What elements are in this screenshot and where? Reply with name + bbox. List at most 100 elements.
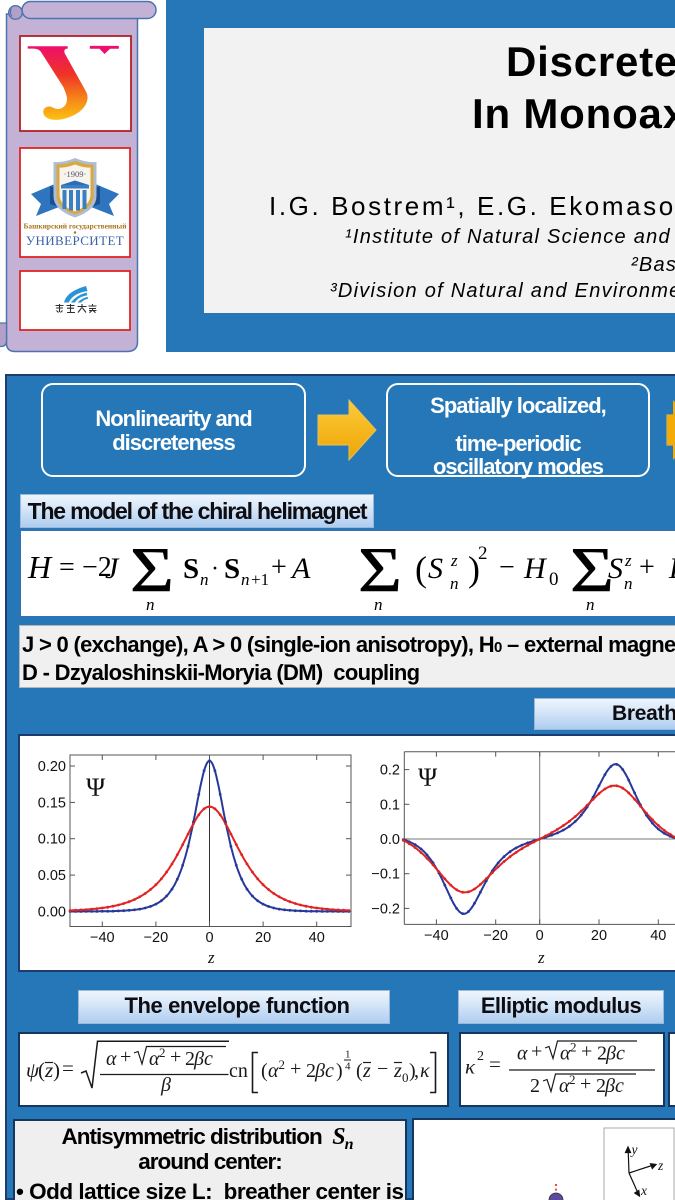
svg-text:(: ( [415, 549, 427, 589]
svg-text:−: − [377, 1058, 388, 1080]
svg-text:−20: −20 [144, 930, 169, 946]
svg-text:α: α [560, 1043, 571, 1065]
svg-text:Ψ: Ψ [418, 763, 438, 792]
svg-text:α: α [517, 1043, 528, 1065]
svg-text:−2: −2 [82, 552, 112, 583]
svg-text:20: 20 [255, 930, 271, 946]
svg-text:УНИВЕРСИТЕТ: УНИВЕРСИТЕТ [26, 233, 124, 248]
svg-text:n: n [374, 595, 383, 614]
svg-text:Башкирский государственный: Башкирский государственный [24, 222, 128, 231]
svg-text:c: c [325, 1060, 334, 1082]
svg-text:+: + [170, 1046, 181, 1068]
svg-text:=: = [62, 1056, 74, 1080]
svg-text:0.05: 0.05 [38, 868, 66, 884]
svg-text:−0.1: −0.1 [371, 867, 400, 883]
svg-text:0: 0 [205, 930, 213, 946]
svg-text:n: n [241, 570, 250, 589]
svg-text:z: z [44, 1058, 53, 1082]
svg-text:0: 0 [549, 569, 559, 590]
svg-text:H: H [27, 549, 53, 585]
svg-text:x: x [640, 1183, 647, 1198]
svg-text:n: n [200, 570, 209, 589]
svg-text:α: α [106, 1048, 117, 1070]
svg-text:z: z [393, 1060, 402, 1082]
svg-text:,: , [414, 1060, 419, 1082]
svg-text:J: J [105, 552, 120, 585]
svg-text:(: ( [38, 1058, 45, 1082]
svg-text:c: c [616, 1043, 625, 1065]
svg-text:κ: κ [465, 1055, 476, 1079]
svg-text:Ψ: Ψ [86, 773, 106, 802]
svg-text:0.15: 0.15 [38, 795, 66, 811]
svg-text:−0.2: −0.2 [371, 901, 400, 917]
svg-text:0.20: 0.20 [38, 759, 66, 775]
svg-text:2: 2 [597, 1043, 607, 1065]
svg-text:2: 2 [570, 1040, 577, 1055]
svg-text:Σ: Σ [130, 535, 174, 605]
svg-text:2: 2 [159, 1045, 166, 1060]
svg-text:+: + [271, 552, 287, 583]
svg-text:2: 2 [279, 1057, 286, 1072]
svg-text:2: 2 [596, 1075, 606, 1097]
svg-text:0.0: 0.0 [380, 832, 400, 848]
svg-text:−: − [499, 552, 515, 583]
svg-text:2: 2 [185, 1048, 195, 1070]
svg-text:α: α [268, 1060, 279, 1082]
svg-text:S: S [224, 553, 240, 585]
svg-text:z: z [207, 948, 215, 967]
svg-text:ψ: ψ [26, 1058, 40, 1082]
svg-text:·1909·: ·1909· [64, 169, 87, 179]
svg-text:−20: −20 [483, 928, 508, 944]
svg-text:−40: −40 [424, 928, 449, 944]
svg-text:H: H [523, 552, 548, 585]
svg-text:cn: cn [229, 1060, 248, 1082]
svg-text:S: S [183, 553, 199, 585]
svg-text:β: β [604, 1075, 615, 1097]
svg-text:S: S [428, 552, 443, 585]
svg-text:=: = [489, 1052, 501, 1076]
svg-text:y: y [630, 1142, 638, 1157]
svg-text:n: n [624, 574, 633, 593]
svg-text:z: z [450, 551, 458, 570]
svg-text:40: 40 [309, 930, 325, 946]
svg-text:Σ: Σ [570, 535, 614, 605]
svg-text:n: n [146, 595, 155, 614]
svg-text:α: α [149, 1048, 160, 1070]
svg-text:0.1: 0.1 [380, 797, 400, 813]
svg-text:n: n [586, 595, 595, 614]
svg-text:+: + [580, 1073, 591, 1095]
svg-text:2: 2 [530, 1075, 540, 1097]
svg-text:+: + [120, 1046, 131, 1068]
svg-text:0.00: 0.00 [38, 905, 66, 921]
svg-text:c: c [615, 1075, 624, 1097]
svg-text:·: · [211, 556, 219, 582]
svg-text:0: 0 [402, 1070, 409, 1085]
svg-text:−40: −40 [90, 930, 115, 946]
svg-text:z: z [657, 1158, 664, 1173]
svg-text:+: + [581, 1041, 592, 1063]
svg-text:0: 0 [536, 928, 544, 944]
svg-text:+: + [639, 552, 655, 583]
svg-text:S: S [608, 552, 623, 585]
svg-text:2: 2 [477, 1049, 484, 1064]
svg-text:z: z [624, 551, 632, 570]
svg-text:=: = [59, 552, 75, 583]
svg-text:c: c [204, 1048, 213, 1070]
svg-text:): ) [336, 1060, 343, 1082]
svg-text:α: α [559, 1075, 570, 1097]
svg-text:2: 2 [478, 543, 488, 564]
svg-text:(: ( [356, 1060, 363, 1082]
svg-text:z: z [362, 1060, 371, 1082]
svg-text:0.10: 0.10 [38, 832, 66, 848]
svg-text:n: n [450, 574, 459, 593]
svg-text:(: ( [261, 1060, 268, 1082]
svg-text:2: 2 [306, 1060, 316, 1082]
svg-text:0.2: 0.2 [380, 763, 400, 779]
svg-text:1: 1 [345, 1049, 351, 1061]
svg-text:40: 40 [650, 928, 666, 944]
svg-text:): ) [409, 1060, 416, 1082]
svg-text:β: β [193, 1048, 204, 1070]
svg-text:A: A [290, 552, 311, 585]
svg-text:+: + [531, 1041, 542, 1063]
svg-text:κ: κ [420, 1060, 430, 1082]
